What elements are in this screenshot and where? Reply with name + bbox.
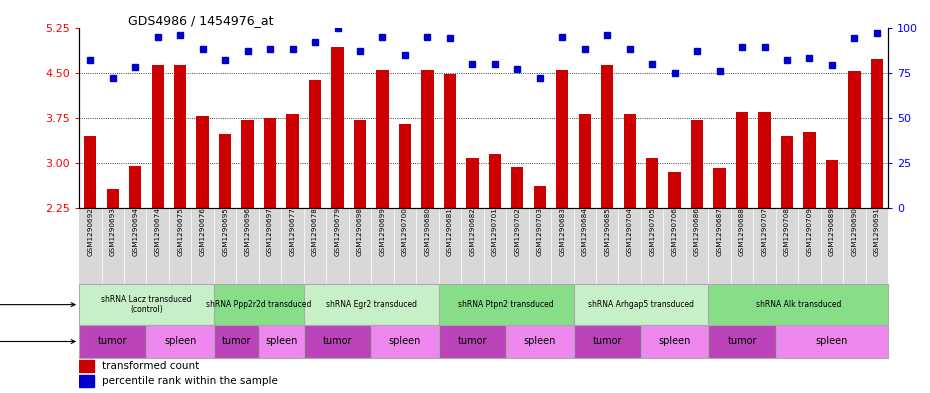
Text: spleen: spleen	[164, 336, 196, 347]
Bar	[506, 325, 574, 358]
Bar	[264, 118, 276, 208]
Text: spleen: spleen	[265, 336, 298, 347]
Bar	[601, 66, 614, 208]
Bar	[79, 375, 94, 387]
Text: shRNA Alk transduced: shRNA Alk transduced	[755, 300, 841, 309]
Bar	[776, 325, 888, 358]
Bar	[646, 158, 658, 208]
Bar	[758, 112, 771, 208]
Text: protocol: protocol	[0, 299, 75, 310]
Text: percentile rank within the sample: percentile rank within the sample	[101, 376, 277, 386]
Bar	[79, 325, 147, 358]
Text: transformed count: transformed count	[101, 361, 199, 371]
Bar	[84, 136, 97, 208]
Text: spleen: spleen	[524, 336, 556, 347]
Text: shRNA Lacz transduced
(control): shRNA Lacz transduced (control)	[101, 295, 192, 314]
Bar	[848, 72, 860, 208]
Text: shRNA Egr2 transduced: shRNA Egr2 transduced	[326, 300, 417, 309]
Bar	[214, 285, 304, 325]
Bar	[870, 59, 883, 208]
Bar	[709, 285, 888, 325]
Bar	[79, 285, 214, 325]
Bar	[804, 132, 816, 208]
Text: tumor: tumor	[98, 336, 127, 347]
Text: tumor: tumor	[221, 336, 251, 347]
Bar	[377, 70, 389, 208]
Text: tumor: tumor	[323, 336, 352, 347]
Bar	[421, 70, 433, 208]
Bar	[242, 120, 254, 208]
Bar	[574, 285, 709, 325]
Bar	[79, 360, 94, 372]
Bar	[439, 285, 574, 325]
Text: spleen: spleen	[389, 336, 421, 347]
Bar	[669, 172, 681, 208]
Bar	[713, 168, 725, 208]
Bar	[219, 134, 232, 208]
Bar	[781, 136, 793, 208]
Bar	[399, 124, 411, 208]
Text: tumor: tumor	[592, 336, 622, 347]
Text: tissue: tissue	[0, 336, 75, 347]
Bar	[107, 189, 119, 208]
Text: spleen: spleen	[658, 336, 691, 347]
Bar	[304, 285, 439, 325]
Bar	[444, 74, 456, 208]
Bar	[439, 325, 506, 358]
Bar	[129, 166, 141, 208]
Bar	[196, 116, 209, 208]
Text: shRNA Arhgap5 transduced: shRNA Arhgap5 transduced	[588, 300, 694, 309]
Bar	[259, 325, 304, 358]
Bar	[147, 325, 214, 358]
Text: tumor: tumor	[727, 336, 757, 347]
Bar	[578, 114, 591, 208]
Bar	[574, 325, 641, 358]
Bar	[709, 325, 776, 358]
Bar	[623, 114, 636, 208]
Bar	[331, 48, 344, 208]
Text: shRNA Ppp2r2d transduced: shRNA Ppp2r2d transduced	[206, 300, 312, 309]
Bar	[152, 66, 164, 208]
Bar	[488, 154, 501, 208]
Bar	[214, 325, 259, 358]
Text: shRNA Ptpn2 transduced: shRNA Ptpn2 transduced	[458, 300, 554, 309]
Text: GDS4986 / 1454976_at: GDS4986 / 1454976_at	[127, 15, 273, 28]
Bar	[466, 158, 479, 208]
Bar	[641, 325, 709, 358]
Bar	[353, 120, 366, 208]
Bar	[174, 66, 186, 208]
Bar	[736, 112, 749, 208]
Bar	[534, 186, 546, 208]
Bar	[512, 167, 524, 208]
Text: spleen: spleen	[816, 336, 848, 347]
Bar	[826, 160, 838, 208]
Bar	[309, 80, 321, 208]
Bar	[304, 325, 371, 358]
Text: tumor: tumor	[458, 336, 487, 347]
Bar	[371, 325, 439, 358]
Bar	[691, 120, 703, 208]
Bar	[286, 114, 299, 208]
Bar	[556, 70, 568, 208]
